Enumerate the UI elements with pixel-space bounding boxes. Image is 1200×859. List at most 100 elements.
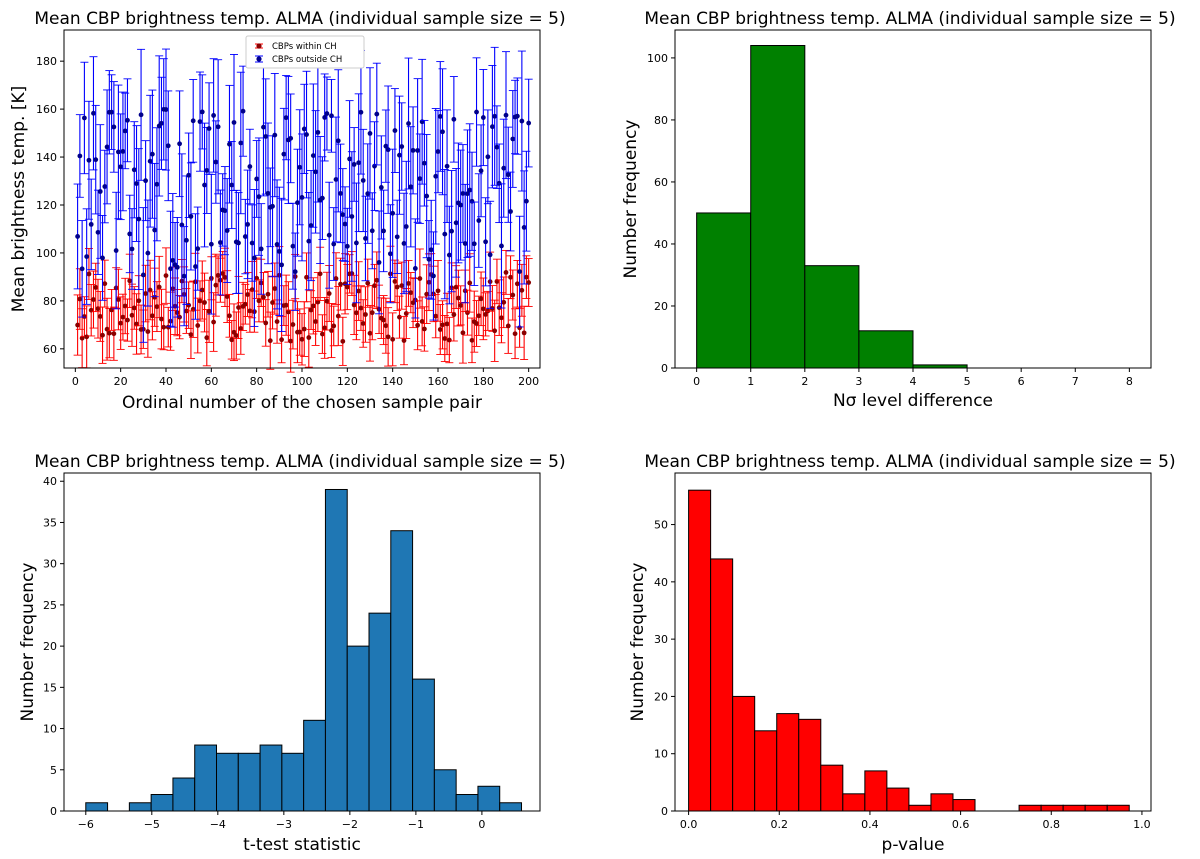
data-point <box>374 111 380 117</box>
data-point <box>401 241 407 246</box>
data-point <box>265 190 271 196</box>
histogram-bar <box>368 612 392 812</box>
panel3-bars <box>85 488 523 812</box>
data-point <box>109 109 114 115</box>
xtick-label: 5 <box>964 375 971 388</box>
histogram-bar <box>128 802 152 812</box>
data-point <box>406 281 411 286</box>
data-point <box>480 306 486 312</box>
data-point <box>442 231 448 237</box>
data-point <box>186 302 192 308</box>
data-point <box>435 149 441 154</box>
data-point <box>456 295 461 301</box>
data-point <box>168 266 173 272</box>
data-point <box>313 169 318 175</box>
data-point <box>113 248 119 253</box>
data-point <box>222 208 228 214</box>
data-point <box>206 126 212 131</box>
panel1-ylabel: Mean brightness temp. [K] <box>9 86 29 313</box>
data-point <box>143 178 149 184</box>
data-point <box>331 241 337 247</box>
data-point <box>465 310 470 316</box>
data-point <box>317 271 323 277</box>
data-point <box>365 280 371 286</box>
histogram-bar <box>194 744 218 812</box>
data-point <box>256 194 262 200</box>
histogram-bar <box>1040 804 1064 812</box>
data-point <box>93 285 99 290</box>
ytick-label: 20 <box>654 300 668 313</box>
data-point <box>462 241 468 246</box>
data-point <box>356 288 362 294</box>
data-point <box>426 256 432 262</box>
histogram-bar <box>908 804 932 812</box>
data-point <box>385 334 391 340</box>
data-point <box>326 291 332 296</box>
data-point <box>485 154 491 160</box>
histogram-bar <box>281 752 305 812</box>
ytick-label: 50 <box>654 519 668 532</box>
data-point <box>469 337 475 343</box>
data-point <box>354 310 359 316</box>
data-point <box>390 210 396 216</box>
data-point <box>150 151 155 157</box>
ytick-label: 160 <box>36 103 57 116</box>
data-point <box>213 282 219 288</box>
data-point <box>360 321 366 326</box>
data-point <box>358 305 364 311</box>
data-point <box>419 319 425 324</box>
data-point <box>95 229 101 235</box>
data-point <box>242 301 248 307</box>
data-point <box>301 126 307 132</box>
histogram-bar <box>930 793 954 812</box>
data-point <box>270 300 275 305</box>
data-point <box>451 312 457 318</box>
panel-nsigma-histogram: Mean CBP brightness temp. ALMA (individu… <box>621 9 1176 411</box>
data-point <box>501 299 507 305</box>
xtick-label: 160 <box>428 375 449 388</box>
data-point <box>394 234 400 240</box>
data-point <box>93 157 99 163</box>
data-point <box>75 322 80 328</box>
data-point <box>145 329 151 334</box>
data-point <box>392 128 398 133</box>
panel1-marks <box>73 46 533 373</box>
data-point <box>79 266 85 272</box>
data-point <box>442 336 448 341</box>
data-point <box>519 118 525 124</box>
data-point <box>181 273 187 279</box>
data-point <box>236 305 241 310</box>
data-point <box>247 164 253 169</box>
data-point <box>381 317 386 323</box>
data-point <box>97 189 103 194</box>
data-point <box>227 141 232 147</box>
data-point <box>272 132 278 138</box>
data-point <box>437 327 443 332</box>
data-point <box>446 252 452 258</box>
panel1-xlabel: Ordinal number of the chosen sample pair <box>122 393 482 413</box>
data-point <box>360 178 366 183</box>
data-point <box>299 336 305 342</box>
panel2-yticks: 0 20 40 60 80 100 <box>647 52 675 375</box>
data-point <box>335 313 341 319</box>
legend-label-within: CBPs within CH <box>272 42 337 52</box>
data-point <box>184 308 189 314</box>
data-point <box>519 287 525 293</box>
data-point <box>106 330 112 336</box>
histogram-bar <box>820 764 844 812</box>
xtick-label: 100 <box>292 375 313 388</box>
histogram-bar <box>1084 804 1108 812</box>
data-point <box>524 274 529 280</box>
data-point <box>136 216 142 222</box>
data-point <box>184 237 189 243</box>
data-point <box>91 110 96 116</box>
data-point <box>274 242 280 247</box>
histogram-bar <box>390 530 414 812</box>
data-point <box>224 228 230 233</box>
data-point <box>204 168 210 173</box>
data-point <box>91 297 96 302</box>
ytick-label: 35 <box>43 516 57 529</box>
data-point <box>424 291 430 297</box>
data-point <box>249 240 255 246</box>
data-point <box>199 109 205 115</box>
